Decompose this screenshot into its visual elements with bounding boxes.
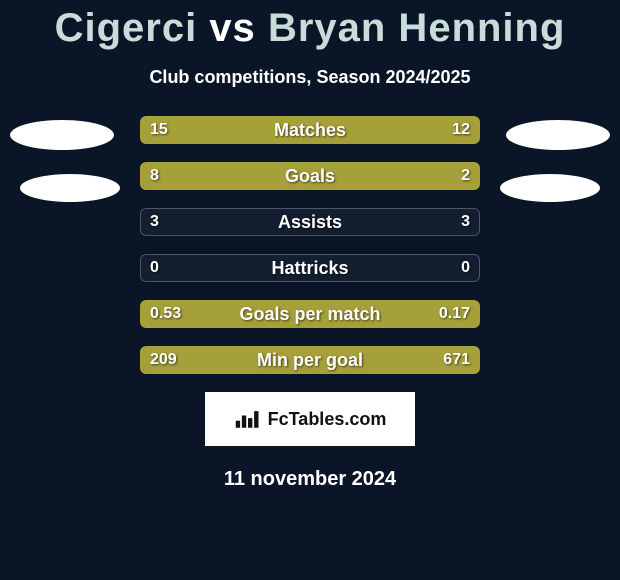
bar-label: Goals per match	[140, 300, 480, 328]
comparison-chart: 1512Matches 82Goals 33Assists 00Hattricks 0.…	[0, 116, 620, 374]
bar-chart-icon	[234, 408, 262, 430]
subtitle: Club competitions, Season 2024/2025	[0, 67, 620, 88]
player-left-avatar-1	[10, 120, 114, 150]
player-right-avatar-1	[506, 120, 610, 150]
bar-row: 33Assists	[140, 208, 480, 236]
bar-row: 00Hattricks	[140, 254, 480, 282]
bar-row: 209671Min per goal	[140, 346, 480, 374]
title-left: Cigerci	[55, 6, 198, 50]
bar-label: Min per goal	[140, 346, 480, 374]
bar-row: 0.530.17Goals per match	[140, 300, 480, 328]
page-title: Cigerci vs Bryan Henning	[0, 0, 620, 51]
bars-container: 1512Matches 82Goals 33Assists 00Hattricks 0.…	[140, 116, 480, 374]
title-vs: vs	[209, 6, 256, 50]
bar-row: 1512Matches	[140, 116, 480, 144]
title-right: Bryan Henning	[268, 6, 565, 50]
bar-label: Hattricks	[140, 254, 480, 282]
bar-label: Matches	[140, 116, 480, 144]
player-right-avatar-2	[500, 174, 600, 202]
logo-text: FcTables.com	[268, 409, 387, 430]
bar-label: Goals	[140, 162, 480, 190]
fctables-logo[interactable]: FcTables.com	[205, 392, 415, 446]
date-label: 11 november 2024	[0, 468, 620, 491]
bar-row: 82Goals	[140, 162, 480, 190]
player-left-avatar-2	[20, 174, 120, 202]
bar-label: Assists	[140, 208, 480, 236]
